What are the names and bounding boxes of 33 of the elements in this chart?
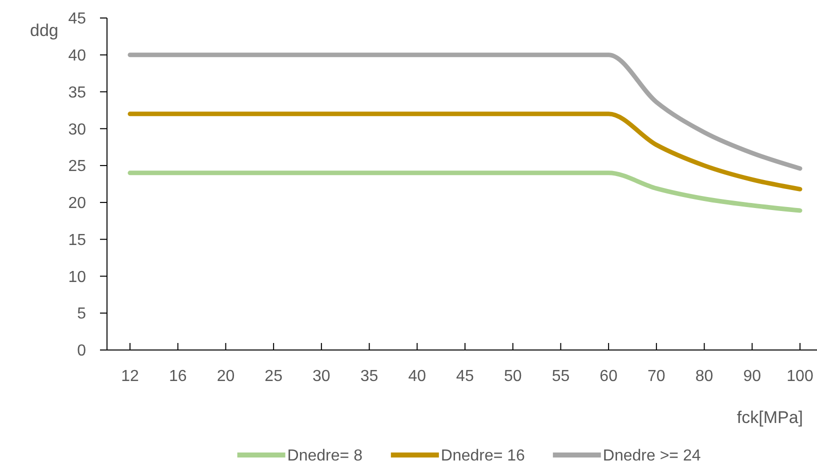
y-tick-label: 15 — [68, 232, 86, 249]
x-tick-label: 80 — [695, 368, 714, 385]
x-axis-title: fck[MPa] — [736, 408, 803, 427]
y-axis-title: ddg — [30, 21, 58, 40]
line-series — [128, 52, 802, 171]
x-tick-label: 90 — [743, 368, 762, 385]
y-tick-label: 5 — [77, 306, 86, 323]
y-tick-label: 35 — [68, 84, 86, 102]
x-tick-label: 40 — [408, 368, 426, 385]
y-tick-label: 40 — [68, 47, 86, 64]
x-tick-label: 12 — [121, 368, 139, 385]
line-series — [128, 170, 802, 213]
y-tick-label: 30 — [68, 121, 86, 138]
x-tick-label: 25 — [264, 368, 283, 385]
x-tick-label: 45 — [456, 368, 474, 385]
x-tick-label: 30 — [312, 368, 330, 385]
y-tick-label: 20 — [68, 195, 86, 212]
x-tick-label: 70 — [648, 368, 666, 385]
x-tick-label: 60 — [600, 368, 618, 385]
x-tick-label: 20 — [216, 368, 235, 385]
legend-label: Dnedre >= 24 — [602, 448, 701, 465]
y-tick-label: 10 — [68, 268, 86, 286]
legend-label: Dnedre= 8 — [287, 448, 363, 465]
x-tick-label: 100 — [786, 368, 814, 385]
y-tick-label: 0 — [77, 342, 86, 360]
line-series — [128, 112, 802, 192]
legend-label: Dnedre= 16 — [440, 448, 526, 465]
x-tick-label: 35 — [360, 368, 378, 385]
x-tick-label: 55 — [552, 368, 570, 385]
y-tick-label: 25 — [68, 158, 86, 176]
x-tick-label: 16 — [168, 368, 187, 385]
x-tick-label: 50 — [504, 368, 522, 385]
y-tick-label: 45 — [68, 10, 86, 28]
